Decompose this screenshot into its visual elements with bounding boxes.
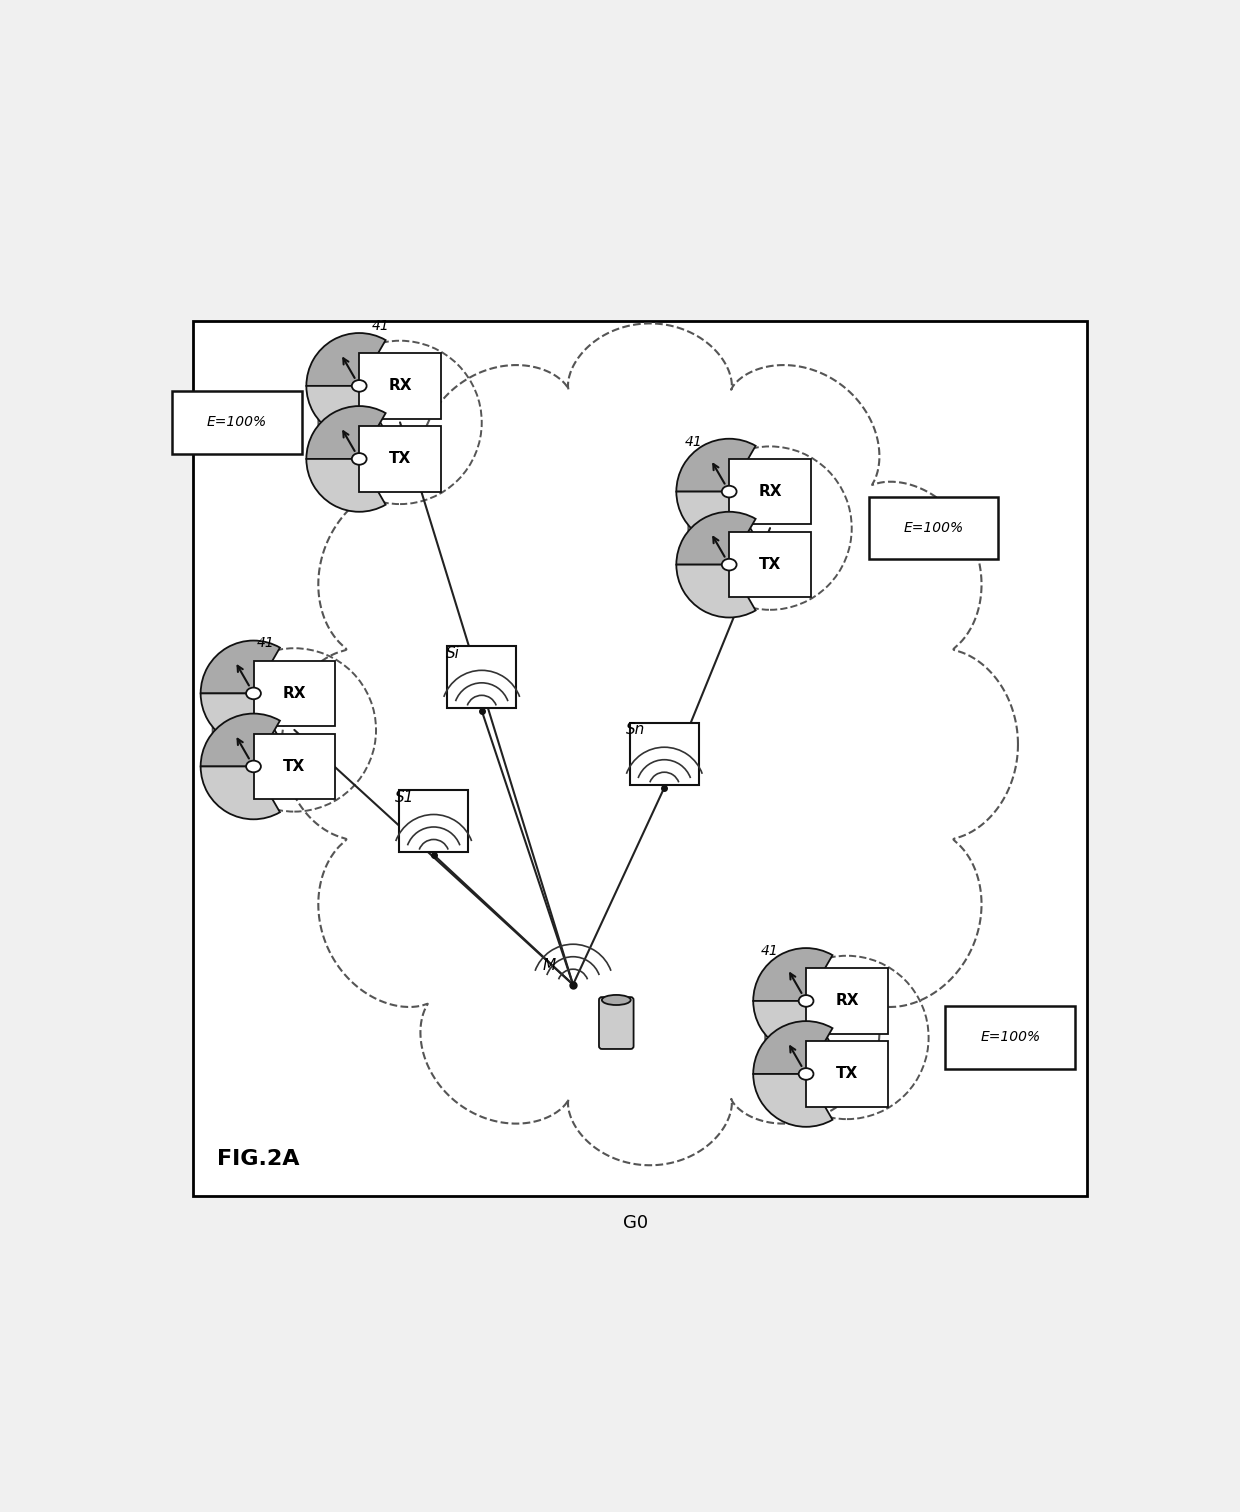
Text: 41: 41 [761, 943, 779, 959]
FancyBboxPatch shape [448, 646, 516, 708]
Wedge shape [306, 460, 386, 511]
Ellipse shape [246, 761, 260, 773]
Wedge shape [753, 1001, 832, 1054]
Text: TX: TX [759, 556, 781, 572]
Wedge shape [306, 333, 386, 386]
Ellipse shape [722, 559, 737, 570]
Wedge shape [753, 948, 832, 1001]
Text: TX: TX [283, 759, 305, 774]
Wedge shape [753, 1021, 832, 1074]
Ellipse shape [799, 995, 813, 1007]
FancyBboxPatch shape [253, 661, 335, 726]
Text: M: M [542, 959, 556, 972]
Wedge shape [201, 767, 280, 820]
Text: Si: Si [446, 646, 460, 661]
Text: S1: S1 [396, 789, 414, 804]
FancyBboxPatch shape [399, 789, 469, 853]
FancyBboxPatch shape [630, 723, 699, 785]
Text: TX: TX [389, 452, 412, 466]
FancyBboxPatch shape [806, 968, 888, 1034]
Wedge shape [306, 407, 386, 460]
FancyBboxPatch shape [193, 322, 1087, 1196]
Ellipse shape [352, 454, 367, 464]
Ellipse shape [799, 1067, 813, 1080]
Wedge shape [306, 386, 386, 438]
FancyBboxPatch shape [253, 733, 335, 800]
Text: RX: RX [388, 378, 412, 393]
FancyBboxPatch shape [945, 1005, 1075, 1069]
Ellipse shape [352, 380, 367, 392]
FancyBboxPatch shape [360, 426, 441, 491]
Wedge shape [676, 491, 755, 544]
Wedge shape [676, 511, 755, 564]
Text: E=100%: E=100% [981, 1031, 1040, 1045]
Wedge shape [753, 1074, 832, 1126]
Ellipse shape [722, 485, 737, 497]
Text: TX: TX [836, 1066, 858, 1081]
Text: G0: G0 [622, 1214, 649, 1232]
Ellipse shape [246, 688, 260, 699]
Ellipse shape [601, 995, 631, 1005]
Wedge shape [676, 564, 755, 617]
FancyBboxPatch shape [360, 354, 441, 419]
Text: 41: 41 [684, 434, 702, 449]
Text: 41: 41 [372, 319, 389, 333]
FancyBboxPatch shape [599, 996, 634, 1049]
Wedge shape [201, 641, 280, 694]
Text: RX: RX [836, 993, 858, 1009]
FancyBboxPatch shape [729, 460, 811, 525]
Wedge shape [201, 714, 280, 767]
Text: E=100%: E=100% [207, 416, 267, 429]
Text: RX: RX [283, 686, 306, 702]
Text: RX: RX [759, 484, 781, 499]
FancyBboxPatch shape [729, 532, 811, 597]
FancyBboxPatch shape [868, 497, 998, 559]
FancyBboxPatch shape [172, 392, 301, 454]
Wedge shape [201, 694, 280, 747]
Text: FIG.2A: FIG.2A [217, 1149, 300, 1169]
Text: Sn: Sn [626, 723, 645, 738]
Wedge shape [676, 438, 755, 491]
FancyBboxPatch shape [806, 1042, 888, 1107]
Text: E=100%: E=100% [904, 522, 963, 535]
Text: 41: 41 [257, 637, 274, 650]
